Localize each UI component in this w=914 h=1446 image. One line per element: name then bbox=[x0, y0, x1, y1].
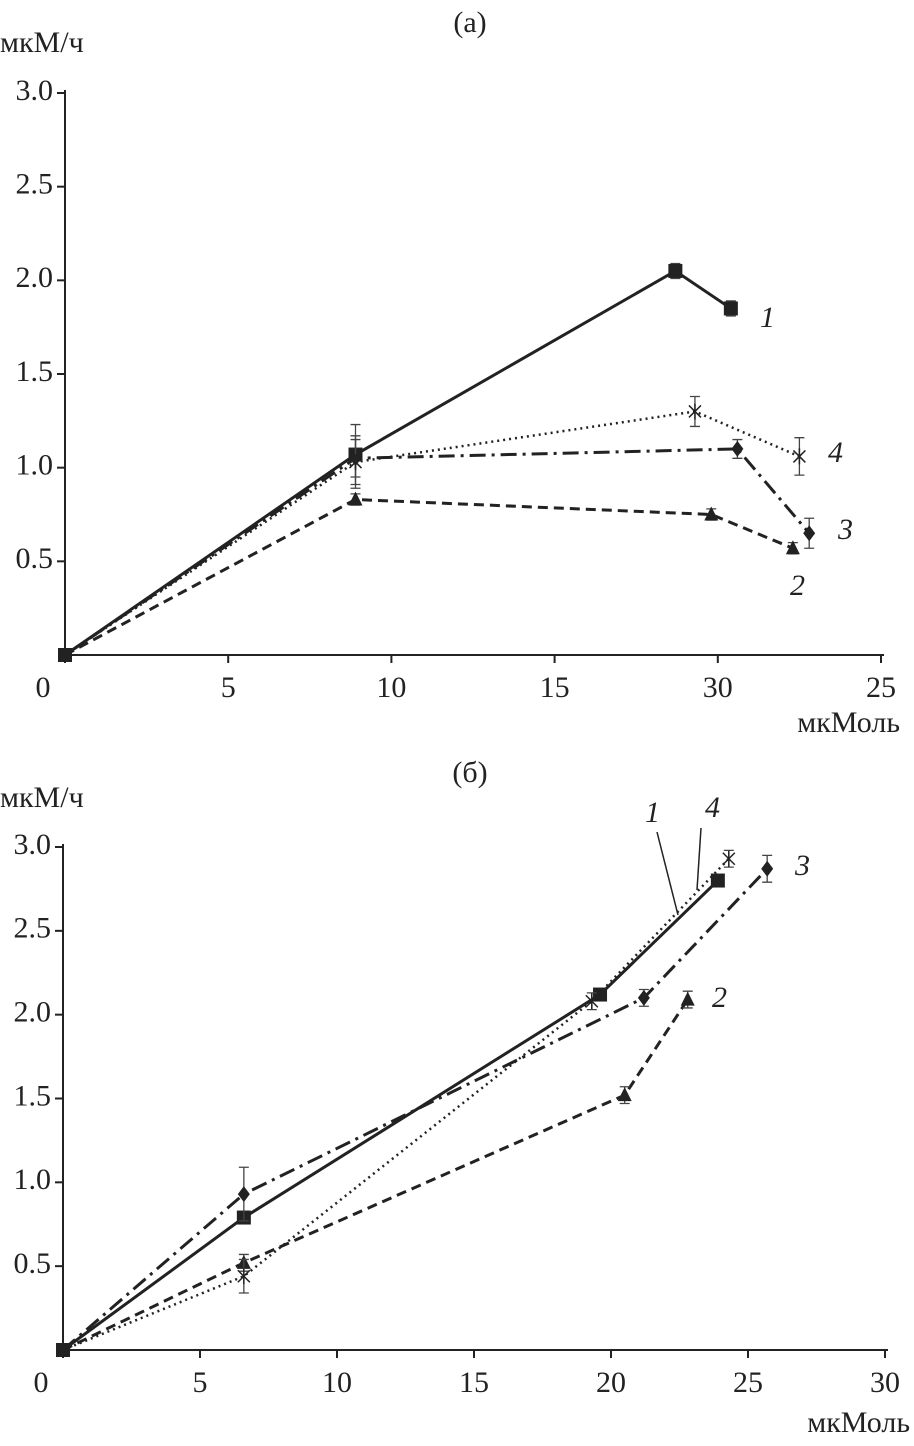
marker bbox=[704, 506, 719, 521]
y-tick-label: 2.0 bbox=[16, 261, 54, 294]
x-tick-label: 30 bbox=[703, 671, 733, 704]
marker bbox=[668, 263, 683, 278]
series-label: 3 bbox=[794, 849, 810, 882]
leader-line bbox=[696, 827, 702, 891]
y-tick-label: 1.0 bbox=[14, 1163, 52, 1196]
y-tick-label: 1.5 bbox=[14, 1079, 52, 1112]
marker bbox=[593, 987, 608, 1002]
y-tick-label: 3.0 bbox=[14, 828, 52, 861]
series-label: 3 bbox=[837, 513, 853, 546]
series-label: 4 bbox=[828, 436, 843, 469]
x-tick-label: 10 bbox=[322, 1366, 352, 1399]
marker bbox=[237, 1268, 251, 1285]
x-tick-label: 20 bbox=[596, 1366, 626, 1399]
y-tick-label: 1.0 bbox=[16, 449, 54, 482]
series-label: 2 bbox=[790, 569, 805, 602]
marker bbox=[688, 403, 702, 420]
marker bbox=[710, 873, 725, 888]
x-tick-label: 10 bbox=[376, 671, 406, 704]
marker bbox=[803, 525, 816, 542]
y-tick-label: 2.5 bbox=[14, 912, 52, 945]
x-axis-label: мкМоль bbox=[807, 1406, 910, 1439]
marker bbox=[348, 454, 363, 471]
marker bbox=[792, 448, 806, 465]
marker bbox=[680, 991, 695, 1006]
marker bbox=[348, 491, 363, 506]
marker bbox=[56, 1342, 70, 1358]
marker bbox=[637, 989, 650, 1006]
series-label: 1 bbox=[760, 301, 775, 334]
chart-title: (б) bbox=[452, 756, 487, 789]
y-tick-label: 0.5 bbox=[16, 542, 54, 575]
marker bbox=[585, 993, 599, 1010]
marker bbox=[723, 301, 738, 316]
x-tick-label: 30 bbox=[870, 1366, 900, 1399]
marker bbox=[722, 850, 736, 867]
series-line bbox=[62, 998, 689, 1352]
y-axis-label: мкМ/ч bbox=[0, 781, 84, 814]
series-line bbox=[64, 447, 811, 657]
marker bbox=[731, 440, 744, 457]
x-axis-label: мкМоль bbox=[797, 706, 900, 739]
marker bbox=[761, 860, 774, 877]
marker bbox=[58, 647, 72, 663]
marker bbox=[785, 540, 800, 555]
chart-title: (a) bbox=[453, 6, 486, 39]
y-tick-label: 2.5 bbox=[16, 168, 54, 201]
series-label: 1 bbox=[645, 796, 660, 829]
series-line bbox=[64, 497, 794, 657]
marker bbox=[237, 1186, 250, 1203]
series-line bbox=[62, 857, 730, 1352]
series-label: 4 bbox=[705, 791, 720, 824]
series-line bbox=[64, 269, 732, 657]
x-tick-label: 25 bbox=[866, 671, 896, 704]
y-tick-label: 3.0 bbox=[16, 74, 54, 107]
series-line bbox=[64, 410, 800, 657]
y-axis-label: мкМ/ч bbox=[0, 26, 84, 59]
series-label: 2 bbox=[712, 981, 727, 1014]
leader-line bbox=[656, 831, 679, 916]
x-tick-label: 0 bbox=[36, 671, 51, 704]
y-tick-label: 2.0 bbox=[14, 996, 52, 1029]
x-tick-label: 5 bbox=[221, 671, 236, 704]
marker bbox=[617, 1087, 632, 1102]
x-tick-label: 25 bbox=[733, 1366, 763, 1399]
y-tick-label: 0.5 bbox=[14, 1247, 52, 1280]
series-line bbox=[62, 879, 719, 1352]
x-tick-label: 15 bbox=[540, 671, 570, 704]
y-tick-label: 1.5 bbox=[16, 355, 54, 388]
x-tick-label: 5 bbox=[193, 1366, 208, 1399]
x-tick-label: 0 bbox=[34, 1366, 49, 1399]
x-tick-label: 15 bbox=[459, 1366, 489, 1399]
